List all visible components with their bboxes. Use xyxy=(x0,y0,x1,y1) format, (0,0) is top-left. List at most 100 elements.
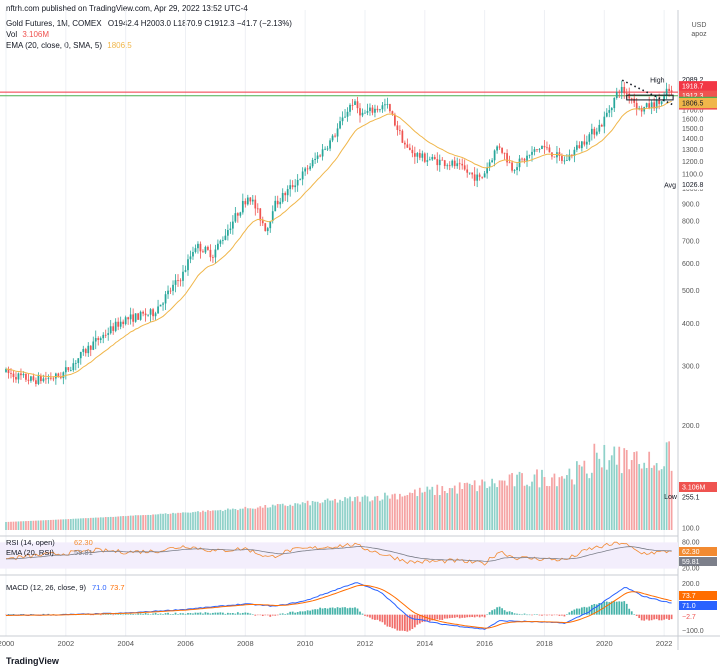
volume-bar xyxy=(261,507,264,530)
tradingview-logo[interactable]: TradingView xyxy=(6,656,59,666)
candle-body xyxy=(324,148,326,150)
candle-body xyxy=(463,165,466,170)
volume-bar xyxy=(226,508,229,530)
macd-histogram-bar xyxy=(553,614,556,616)
macd-histogram-bar xyxy=(217,612,219,615)
candle-body xyxy=(386,104,389,105)
candle-body xyxy=(493,150,496,161)
macd-histogram-bar xyxy=(309,610,312,615)
macd-histogram-bar xyxy=(668,614,670,620)
macd-histogram-bar xyxy=(630,611,633,615)
candle-body xyxy=(366,111,369,113)
macd-histogram-bar xyxy=(548,614,551,616)
volume-bar xyxy=(658,470,661,530)
macd-histogram-bar xyxy=(177,614,179,615)
volume-bar xyxy=(169,513,172,530)
macd-histogram-bar xyxy=(114,614,117,615)
candle-body xyxy=(279,201,282,205)
macd-histogram-bar xyxy=(633,614,636,615)
candle-body xyxy=(491,160,493,163)
candle-body xyxy=(276,200,279,205)
candle-body xyxy=(154,313,157,317)
volume-bar xyxy=(127,515,130,530)
volume-bar xyxy=(369,501,371,530)
volume-bar xyxy=(82,518,85,530)
rsi-label: RSI (14, open) xyxy=(6,538,55,547)
volume-bar xyxy=(132,515,135,530)
candle-body xyxy=(598,124,601,132)
rsi-tick-80: 80.00 xyxy=(682,539,700,546)
macd-histogram-bar xyxy=(655,614,658,620)
macd-histogram-bar xyxy=(471,614,474,618)
macd-histogram-bar xyxy=(214,612,217,615)
candle-body xyxy=(142,311,144,314)
candle-body xyxy=(503,152,506,154)
volume-bar xyxy=(202,510,204,530)
volume-bar xyxy=(77,518,80,530)
candle-body xyxy=(47,377,50,379)
candle-body xyxy=(209,249,212,258)
volume-bar xyxy=(389,498,391,530)
volume-bar xyxy=(483,481,486,530)
volume-bar xyxy=(598,458,601,530)
price-axis[interactable]: 2100.02000.01900.01800.01700.01600.01500… xyxy=(679,74,717,533)
macd-tick-neg100: −100.0 xyxy=(682,628,704,635)
volume-bar xyxy=(650,467,653,530)
volume-bar xyxy=(104,516,107,530)
volume-bar xyxy=(249,508,252,530)
macd-histogram-bar xyxy=(421,614,424,623)
volume-bar xyxy=(199,512,202,530)
volume-bar xyxy=(436,484,439,530)
rsi-ema-label: EMA (20, RSI) xyxy=(6,548,54,557)
volume-bar xyxy=(364,495,366,530)
ema-label[interactable]: EMA (20, close, 0, SMA, 5) xyxy=(6,41,103,50)
macd-histogram-bar xyxy=(493,609,496,615)
volume-bar xyxy=(299,504,302,530)
candle-body xyxy=(249,197,252,202)
volume-bar xyxy=(590,472,593,530)
macd-histogram-bar xyxy=(558,614,561,616)
volume-bar xyxy=(40,520,42,530)
candle-body xyxy=(259,208,262,221)
macd-histogram-bar xyxy=(463,614,466,618)
volume-bar xyxy=(279,504,282,530)
macd-histogram-bar xyxy=(284,614,287,615)
candle-body xyxy=(585,141,588,145)
macd-histogram-bar xyxy=(431,614,434,621)
candle-body xyxy=(82,349,85,352)
candle-body xyxy=(511,162,513,171)
macd-histogram-bar xyxy=(207,612,209,615)
rsi-pane[interactable]: RSI (14, open) 62.30 EMA (20, RSI) 59.81 80.… xyxy=(0,538,717,573)
currency-usd: USD xyxy=(691,22,707,29)
candle-body xyxy=(254,199,257,209)
candle-body xyxy=(304,168,307,172)
volume-bar xyxy=(119,516,122,530)
volume-bar xyxy=(124,516,127,530)
macd-histogram-bar xyxy=(526,614,528,616)
symbol-title[interactable]: Gold Futures, 1M, COMEX xyxy=(6,19,102,28)
candle-body xyxy=(104,334,107,336)
candle-body xyxy=(286,189,289,196)
candle-body xyxy=(481,176,484,178)
volume-bar xyxy=(42,520,45,530)
macd-histogram-bar xyxy=(533,614,536,615)
vol-label[interactable]: Vol xyxy=(6,30,18,39)
candle-body xyxy=(446,165,449,167)
macd-histogram-bar xyxy=(304,611,307,615)
volume-bar xyxy=(568,468,571,530)
tag-volume: 3.106M xyxy=(682,485,706,492)
macd-histogram-bar xyxy=(481,614,484,617)
tag-red-bg xyxy=(679,81,717,92)
macd-pane[interactable]: MACD (12, 26, close, 9) 71.0 73.7 200.073.7… xyxy=(5,581,717,635)
volume-bar xyxy=(15,521,17,530)
candle-body xyxy=(354,101,356,105)
candle-body xyxy=(655,99,658,109)
volume-bar xyxy=(411,493,414,530)
volume-bar xyxy=(69,519,72,530)
time-tick-2014: 2014 xyxy=(416,639,433,648)
macd-histogram-bar xyxy=(401,614,404,631)
volume-bar xyxy=(630,460,633,530)
candle-body xyxy=(418,153,421,158)
time-axis[interactable]: 2000 2002 2004 2006 2008 2010 2012 2014 2016 2018… xyxy=(0,639,672,648)
